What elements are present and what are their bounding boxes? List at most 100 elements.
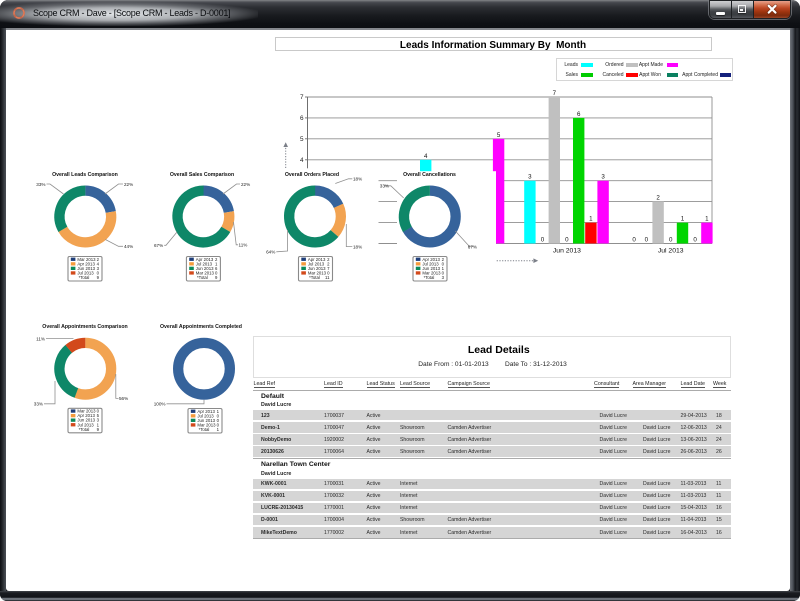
svg-text:0: 0 bbox=[97, 409, 100, 414]
svg-text:0: 0 bbox=[97, 271, 100, 276]
svg-text:6: 6 bbox=[215, 266, 218, 271]
svg-text:Apr 2013: Apr 2013 bbox=[308, 257, 326, 262]
svg-text:1: 1 bbox=[442, 266, 445, 271]
svg-text:4: 4 bbox=[97, 261, 100, 266]
svg-text:Jul 2013: Jul 2013 bbox=[658, 248, 684, 255]
svg-text:Mar 2013: Mar 2013 bbox=[308, 271, 327, 276]
svg-text:1: 1 bbox=[681, 216, 685, 223]
svg-text:4: 4 bbox=[300, 157, 304, 164]
svg-text:Mar 2013: Mar 2013 bbox=[197, 423, 216, 428]
svg-text:1: 1 bbox=[589, 216, 593, 223]
svg-text:Overall Appointments Compariso: Overall Appointments Comparison bbox=[42, 324, 127, 330]
svg-text:*Total: *Total bbox=[197, 275, 208, 280]
svg-text:Jul 2013: Jul 2013 bbox=[308, 261, 325, 266]
svg-text:Apr 2013: Apr 2013 bbox=[422, 257, 440, 262]
svg-text:33%: 33% bbox=[34, 402, 43, 407]
svg-text:44%: 44% bbox=[124, 244, 133, 249]
svg-text:1: 1 bbox=[705, 216, 709, 223]
svg-text:Jul 2013: Jul 2013 bbox=[196, 261, 213, 266]
svg-text:Jun 2013: Jun 2013 bbox=[196, 266, 214, 271]
svg-text:67%: 67% bbox=[468, 244, 477, 249]
svg-text:Jun 2013: Jun 2013 bbox=[308, 266, 326, 271]
svg-text:*Total: *Total bbox=[424, 275, 435, 280]
svg-text:18%: 18% bbox=[353, 244, 362, 249]
svg-text:Overall Sales Comparison: Overall Sales Comparison bbox=[170, 172, 234, 178]
svg-text:*Total: *Total bbox=[79, 427, 90, 432]
svg-text:0: 0 bbox=[327, 271, 330, 276]
svg-text:1: 1 bbox=[217, 427, 220, 432]
svg-text:3: 3 bbox=[528, 174, 532, 181]
svg-text:Jun 2013: Jun 2013 bbox=[553, 248, 581, 255]
svg-text:Jun 2013: Jun 2013 bbox=[197, 418, 215, 423]
svg-text:1: 1 bbox=[217, 409, 220, 414]
svg-text:11%: 11% bbox=[36, 336, 45, 341]
svg-text:9: 9 bbox=[215, 275, 218, 280]
svg-text:0: 0 bbox=[442, 261, 445, 266]
svg-text:Jun 2013: Jun 2013 bbox=[77, 266, 95, 271]
svg-text:Jul 2013: Jul 2013 bbox=[77, 271, 94, 276]
svg-text:5: 5 bbox=[300, 136, 304, 143]
svg-text:9: 9 bbox=[97, 275, 100, 280]
svg-text:1: 1 bbox=[215, 261, 218, 266]
svg-text:Apr 2013: Apr 2013 bbox=[197, 409, 215, 414]
svg-text:Mar 2013: Mar 2013 bbox=[77, 257, 96, 262]
svg-text:2: 2 bbox=[97, 257, 100, 262]
svg-text:2: 2 bbox=[327, 261, 330, 266]
svg-text:6: 6 bbox=[577, 111, 581, 118]
svg-text:22%: 22% bbox=[241, 182, 250, 187]
svg-text:Overall Cancellations: Overall Cancellations bbox=[403, 172, 456, 178]
svg-text:18%: 18% bbox=[353, 177, 362, 182]
svg-text:0: 0 bbox=[217, 423, 220, 428]
svg-text:*Total: *Total bbox=[79, 275, 90, 280]
svg-text:33%: 33% bbox=[380, 183, 389, 188]
svg-text:Apr 2013: Apr 2013 bbox=[77, 413, 95, 418]
svg-text:7: 7 bbox=[300, 94, 304, 101]
svg-text:0: 0 bbox=[442, 271, 445, 276]
svg-text:0: 0 bbox=[693, 237, 697, 244]
svg-text:Overall Appointments Completed: Overall Appointments Completed bbox=[160, 324, 242, 330]
svg-text:3: 3 bbox=[601, 174, 605, 181]
svg-text:Jul 2013: Jul 2013 bbox=[197, 413, 214, 418]
svg-text:7: 7 bbox=[553, 90, 557, 97]
svg-text:Jun 2013: Jun 2013 bbox=[422, 266, 440, 271]
svg-text:4: 4 bbox=[424, 153, 428, 160]
svg-text:3: 3 bbox=[97, 418, 100, 423]
svg-text:5: 5 bbox=[497, 132, 501, 139]
svg-text:0: 0 bbox=[565, 237, 569, 244]
svg-text:*Total: *Total bbox=[199, 427, 210, 432]
svg-text:22%: 22% bbox=[124, 182, 133, 187]
svg-text:0: 0 bbox=[669, 237, 673, 244]
svg-text:0: 0 bbox=[541, 237, 545, 244]
svg-text:67%: 67% bbox=[154, 243, 163, 248]
svg-text:Overall Leads Comparison: Overall Leads Comparison bbox=[52, 172, 118, 178]
svg-text:Apr 2013: Apr 2013 bbox=[196, 257, 214, 262]
svg-text:1: 1 bbox=[97, 422, 100, 427]
svg-text:2: 2 bbox=[656, 195, 660, 202]
svg-text:100%: 100% bbox=[154, 401, 166, 406]
svg-text:64%: 64% bbox=[266, 249, 275, 254]
svg-text:0: 0 bbox=[217, 413, 220, 418]
svg-text:9: 9 bbox=[97, 427, 100, 432]
svg-text:11%: 11% bbox=[239, 243, 248, 248]
svg-text:Mar 2013: Mar 2013 bbox=[422, 271, 441, 276]
svg-text:3: 3 bbox=[442, 275, 445, 280]
svg-text:Mar 2013: Mar 2013 bbox=[196, 271, 215, 276]
svg-text:33%: 33% bbox=[36, 182, 45, 187]
svg-text:11: 11 bbox=[325, 275, 330, 280]
svg-text:Jul 2013: Jul 2013 bbox=[77, 422, 94, 427]
svg-text:2: 2 bbox=[442, 257, 445, 262]
svg-text:0: 0 bbox=[217, 418, 220, 423]
svg-text:Mar 2013: Mar 2013 bbox=[77, 409, 96, 414]
svg-text:0: 0 bbox=[632, 237, 636, 244]
svg-text:0: 0 bbox=[645, 237, 649, 244]
svg-text:7: 7 bbox=[327, 266, 330, 271]
svg-text:Apr 2013: Apr 2013 bbox=[77, 261, 95, 266]
svg-text:Overall Orders Placed: Overall Orders Placed bbox=[285, 172, 339, 178]
svg-text:Jul 2013: Jul 2013 bbox=[422, 261, 439, 266]
svg-text:56%: 56% bbox=[119, 396, 128, 401]
svg-text:5: 5 bbox=[97, 413, 100, 418]
svg-text:3: 3 bbox=[97, 266, 100, 271]
svg-text:2: 2 bbox=[215, 257, 218, 262]
svg-text:Jun 2013: Jun 2013 bbox=[77, 418, 95, 423]
svg-text:0: 0 bbox=[215, 271, 218, 276]
